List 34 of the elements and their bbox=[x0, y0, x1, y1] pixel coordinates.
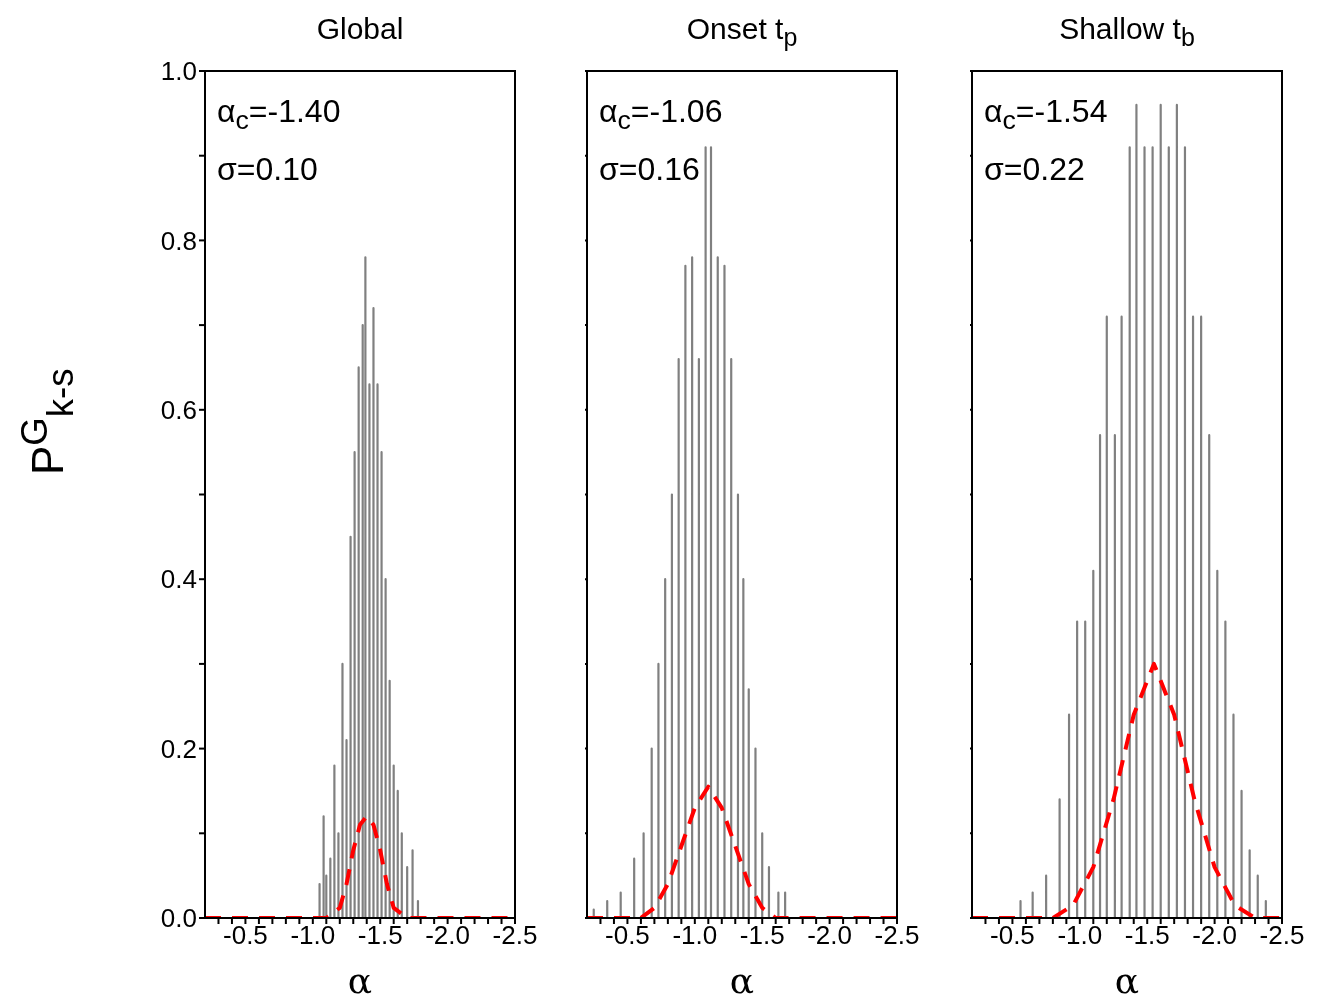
x-axis-title: α bbox=[728, 960, 756, 1001]
x-tick-label: -2.5 bbox=[874, 920, 920, 951]
x-tick-label: -0.5 bbox=[223, 920, 268, 951]
annotation: σ=0.16 bbox=[599, 151, 700, 188]
x-tick-label: -0.5 bbox=[605, 920, 650, 951]
y-tick-label: 0.4 bbox=[160, 564, 197, 595]
x-tick-label: -1.0 bbox=[1057, 920, 1103, 951]
x-tick-label: -2.0 bbox=[1192, 920, 1238, 951]
x-axis-title: α bbox=[1113, 960, 1141, 1001]
annotation: α$_{c}$=-1.40 bbox=[217, 93, 341, 137]
y-tick-label: 0.8 bbox=[160, 225, 197, 256]
y-tick-label: 0.0 bbox=[160, 903, 197, 934]
annotation: σ=0.10 bbox=[217, 151, 318, 188]
y-tick-label: 0.2 bbox=[160, 733, 197, 764]
annotation: α$_{c}$=-1.54 bbox=[984, 93, 1108, 137]
x-axis-title: α bbox=[346, 960, 374, 1001]
y-tick-label: 1.0 bbox=[160, 56, 197, 87]
x-tick-label: -1.0 bbox=[290, 920, 336, 951]
x-tick-label: -2.0 bbox=[807, 920, 853, 951]
line-series bbox=[318, 256, 420, 918]
x-tick-label: -2.5 bbox=[492, 920, 538, 951]
x-tick-label: -1.0 bbox=[672, 920, 718, 951]
x-tick-label: -0.5 bbox=[990, 920, 1035, 951]
chart-title: Global bbox=[315, 12, 405, 46]
x-tick-label: -1.5 bbox=[1124, 920, 1170, 951]
y-tick-label: 0.6 bbox=[160, 395, 197, 426]
x-tick-label: -1.5 bbox=[357, 920, 403, 951]
chart-title: Shallow t$_{b}$ bbox=[1058, 12, 1196, 52]
annotation: α$_{c}$=-1.06 bbox=[599, 93, 723, 137]
x-tick-label: -2.0 bbox=[425, 920, 471, 951]
x-tick-label: -1.5 bbox=[739, 920, 785, 951]
chart-title: Onset t$_{p}$ bbox=[685, 12, 799, 52]
x-tick-label: -2.5 bbox=[1259, 920, 1305, 951]
annotation: σ=0.22 bbox=[984, 151, 1085, 188]
